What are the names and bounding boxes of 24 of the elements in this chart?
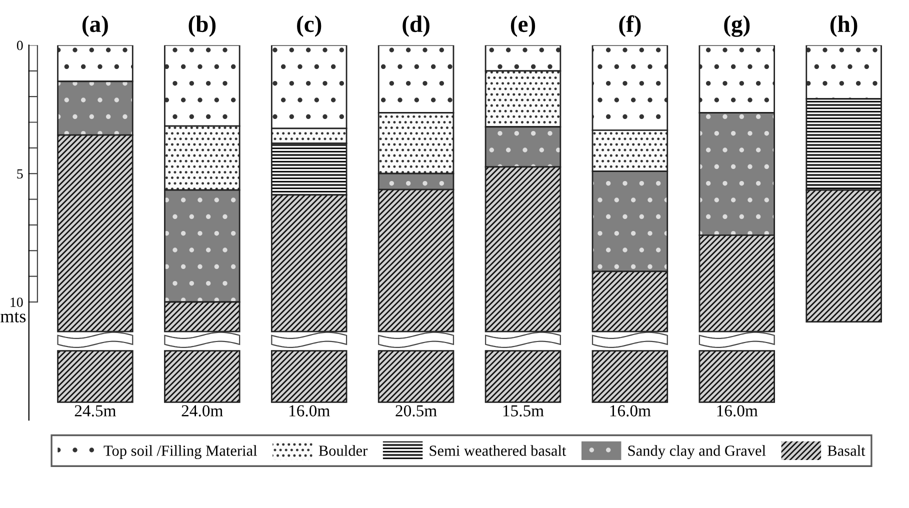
x-tick-label: (e) <box>510 15 536 37</box>
x-tick-label: (h) <box>830 15 858 37</box>
annotation: 16.0m <box>717 405 758 417</box>
annotation: 16.0m <box>290 405 330 417</box>
y-axis-title: mts <box>0 312 26 322</box>
y-tick-label: 0 <box>16 40 23 50</box>
annotation: 16.0m <box>610 405 651 417</box>
legend-label: Top soil /Filling Material <box>104 445 258 460</box>
x-tick-label: (f) <box>619 15 641 37</box>
annotation: 24.0m <box>182 405 223 417</box>
x-tick-label: (b) <box>188 15 216 37</box>
annotation: 24.5m <box>74 405 116 417</box>
y-tick-label: 5 <box>17 169 23 179</box>
annotation: 15.5m <box>503 405 544 417</box>
legend-label: Sandy clay and Gravel <box>628 445 766 460</box>
legend-label: Semi weathered basalt <box>430 445 566 456</box>
legend-label: Basalt <box>828 445 866 456</box>
annotation: 20.5m <box>396 405 437 417</box>
x-tick-label: (d) <box>402 15 430 37</box>
x-tick-label: (c) <box>297 15 322 37</box>
x-tick-label: (a) <box>82 15 108 37</box>
x-tick-label: (g) <box>724 15 750 37</box>
legend-label: Boulder <box>318 445 368 456</box>
y-tick-label: 10 <box>10 298 23 307</box>
